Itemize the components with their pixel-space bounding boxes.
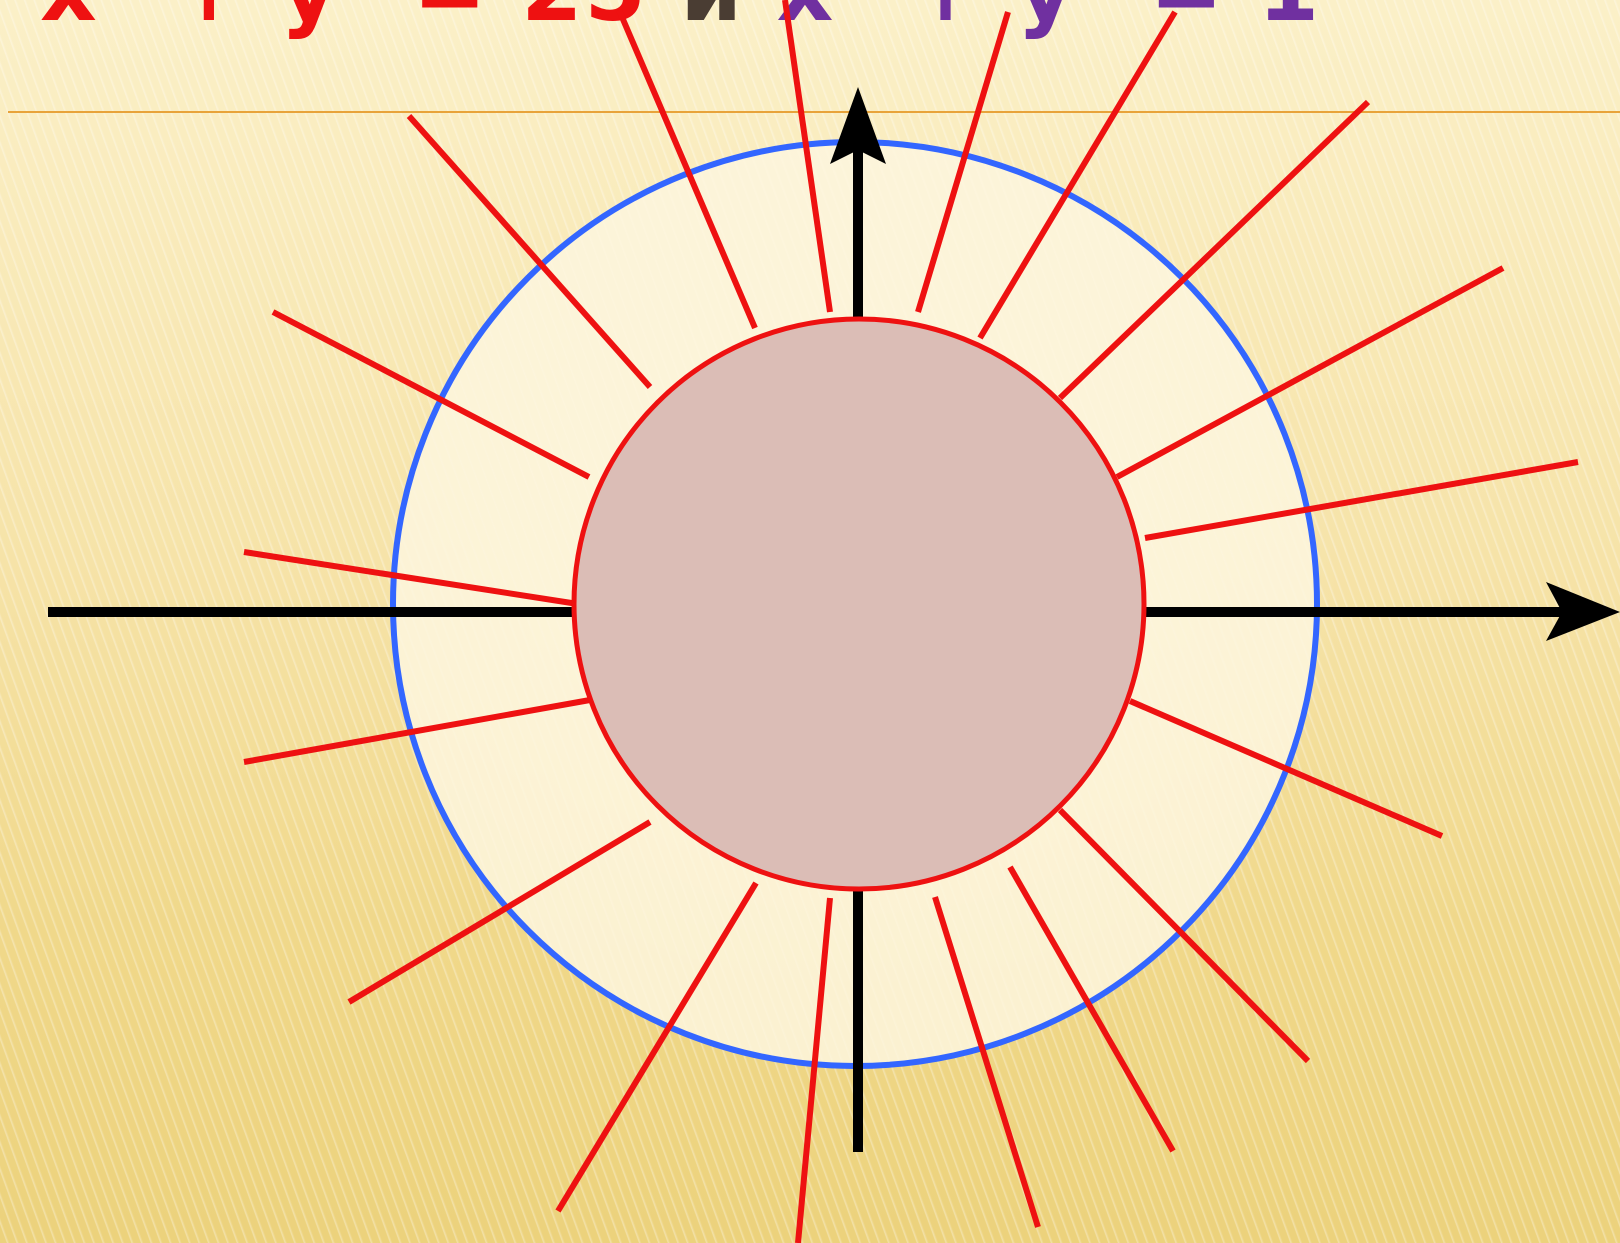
ray xyxy=(782,0,833,313)
ray xyxy=(555,881,759,1213)
ray xyxy=(1057,807,1311,1064)
ray xyxy=(271,309,591,480)
ray xyxy=(1144,459,1579,541)
radial-lines xyxy=(243,0,1579,1243)
ray xyxy=(243,697,591,765)
y-axis-arrow xyxy=(830,87,886,164)
title-divider xyxy=(8,111,1620,113)
ray xyxy=(977,10,1178,340)
title-equation-2: x² + y² = 1 xyxy=(777,0,1321,41)
slide-title: x² + y² = 25 и x² + y² = 1 xyxy=(40,0,1321,41)
ray xyxy=(1057,99,1371,401)
inner-circle xyxy=(571,316,1147,892)
ray xyxy=(616,8,758,330)
ray xyxy=(795,897,833,1243)
ray xyxy=(406,114,653,389)
ray xyxy=(1115,265,1505,480)
ray xyxy=(932,896,1041,1228)
ray xyxy=(243,549,579,607)
ray xyxy=(1007,865,1176,1153)
ray xyxy=(915,11,1011,313)
title-equation-1: x² + y² = 25 xyxy=(40,0,648,41)
ray xyxy=(1128,698,1444,839)
title-conjunction: и xyxy=(680,0,744,41)
ray xyxy=(347,819,652,1005)
x-axis-arrow xyxy=(1546,582,1620,641)
